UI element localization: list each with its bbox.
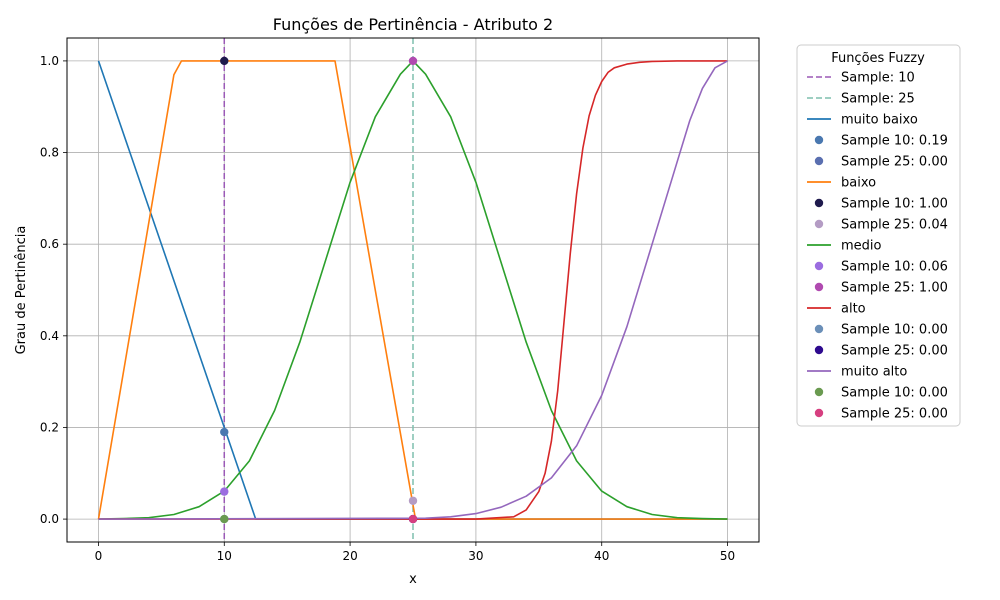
legend-entry-label: Sample 25: 0.04 [841,218,948,233]
y-tick-label: 1.0 [40,54,59,68]
legend-entries: Sample: 10 Sample: 25 muito baixo Sample 10… [807,71,948,422]
x-axis-ticks: 0 10 20 30 40 50 [95,542,735,563]
sample-point [408,514,418,524]
sample-points [220,56,418,524]
legend-swatch-marker [814,282,824,292]
legend-swatch-marker [814,135,824,145]
legend-entry-label: muito baixo [841,113,918,128]
sample-point [408,496,418,505]
legend-swatch-marker [814,198,824,208]
legend-swatch-marker [814,261,824,271]
legend-entry-label: muito alto [841,365,907,380]
legend-entry-label: Sample 10: 0.00 [841,323,948,338]
y-tick-label: 0.6 [40,237,59,251]
legend-entry-label: Sample 25: 0.00 [841,407,948,422]
legend-entry-label: Sample 25: 1.00 [841,281,948,296]
legend-title: Funções Fuzzy [831,51,925,66]
x-tick-label: 0 [95,549,103,563]
chart-title: Funções de Pertinência - Atributo 2 [273,15,553,34]
legend-entry-label: Sample 25: 0.00 [841,155,948,170]
x-tick-label: 40 [594,549,609,563]
legend: Funções Fuzzy Sample: 10 Sample: 25 muito … [796,44,961,427]
legend-entry-label: Sample 10: 0.00 [841,386,948,401]
x-tick-label: 10 [217,549,232,563]
x-tick-label: 50 [720,549,735,563]
legend-frame [796,44,961,427]
legend-swatch-marker [814,387,824,397]
legend-swatch-marker [814,408,824,418]
x-axis-label: x [409,572,417,587]
legend-swatch-marker [814,156,824,166]
y-axis-ticks: 0.0 0.2 0.4 0.6 0.8 1.0 [40,54,67,526]
sample-point [220,427,229,437]
legend-swatch-marker [814,324,824,334]
legend-entry-label: Sample 10: 0.19 [841,134,948,149]
x-tick-label: 20 [342,549,357,563]
sample-point [408,56,418,66]
y-axis-label: Grau de Pertinência [14,226,29,355]
legend-entry-label: baixo [841,176,876,191]
legend-entry-label: Sample 10: 0.06 [841,260,948,275]
legend-entry-label: alto [841,302,866,317]
sample-lines [223,38,414,542]
legend-swatch-marker [814,345,824,355]
axes-frame [66,37,760,543]
plot-area: 0 10 20 30 40 50 0.0 0.2 0.4 0.6 0.8 1.0 [40,37,760,563]
series-line [98,60,728,520]
legend-entry-label: medio [841,239,882,254]
legend-entry-label: Sample 25: 0.00 [841,344,948,359]
legend-entry-label: Sample 10: 1.00 [841,197,948,212]
sample-point [220,514,229,524]
y-tick-label: 0.2 [40,420,59,434]
legend-entry-label: Sample: 10 [841,71,915,86]
x-tick-label: 30 [468,549,483,563]
sample-point [220,487,229,496]
y-tick-label: 0.0 [40,512,59,526]
y-tick-label: 0.4 [40,329,59,343]
y-tick-label: 0.8 [40,146,59,160]
legend-swatch-marker [814,219,824,229]
sample-point [220,56,229,66]
series-line [98,60,728,520]
legend-entry-label: Sample: 25 [841,92,915,107]
